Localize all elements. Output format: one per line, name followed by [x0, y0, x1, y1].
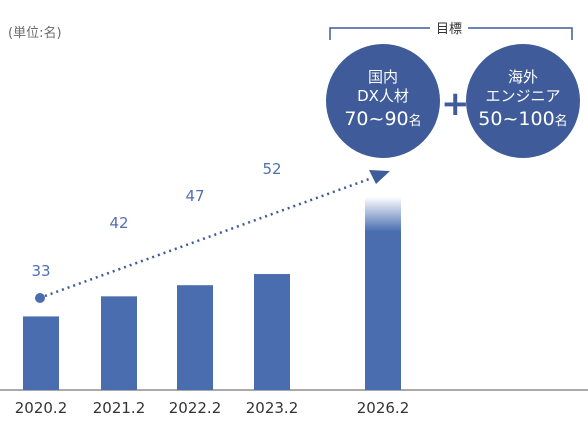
domestic-value: 70~90	[344, 107, 409, 130]
x-tick-label: 2023.2	[245, 399, 299, 417]
overseas-value-row: 50~100名	[478, 106, 567, 135]
bar	[177, 285, 213, 390]
data-value-label: 33	[31, 262, 51, 280]
domestic-unit: 名	[408, 113, 422, 129]
overseas-line1: 海外	[507, 67, 538, 86]
domestic-line1: 国内	[367, 67, 398, 86]
x-tick-label: 2026.2	[356, 399, 410, 417]
trend-start-dot	[35, 293, 45, 303]
data-value-label: 42	[109, 213, 129, 232]
bar	[254, 274, 290, 390]
trend-dotted-line	[44, 176, 373, 298]
plus-sign: +	[441, 84, 470, 124]
overseas-value: 50~100	[478, 107, 555, 130]
trend-arrowhead	[369, 170, 390, 184]
bar	[101, 296, 137, 390]
overseas-unit: 名	[554, 113, 568, 129]
domestic-value-row: 70~90名	[344, 106, 421, 135]
x-tick-label: 2021.2	[92, 399, 146, 417]
data-value-label: 47	[185, 187, 205, 206]
data-value-label: 52	[262, 160, 282, 179]
bar	[23, 316, 59, 390]
target-label: 目標	[430, 18, 469, 37]
x-tick-label: 2020.2	[14, 399, 68, 417]
domestic-target-circle: 国内 DX人材 70~90名	[326, 44, 440, 158]
overseas-line2: エンジニア	[485, 86, 561, 105]
domestic-line2: DX人材	[357, 86, 409, 105]
target-bar	[365, 196, 401, 390]
overseas-target-circle: 海外 エンジニア 50~100名	[466, 44, 580, 158]
x-tick-label: 2022.2	[168, 399, 222, 417]
unit-label: (単位:名)	[8, 26, 62, 41]
